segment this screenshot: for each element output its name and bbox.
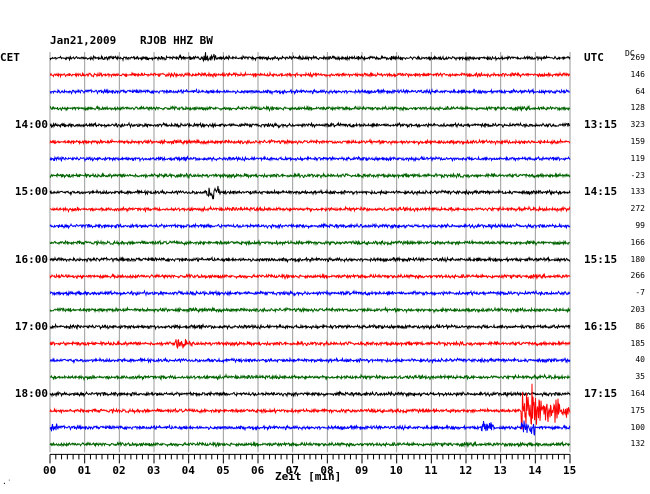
trace-row-18: [49, 356, 571, 365]
right-time-label: 16:15: [584, 319, 618, 333]
dc-offset-label: 40: [635, 355, 645, 365]
dc-offset-label: 35: [635, 372, 645, 382]
x-tick-label: 09: [355, 464, 369, 478]
trace-row-10: [49, 222, 571, 230]
dc-offset-label: 159: [630, 137, 645, 146]
trace-row-19: [49, 373, 571, 382]
left-time-label: 15:00: [14, 185, 48, 199]
dc-offset-label: -7: [635, 288, 645, 298]
trace-row-20: [49, 390, 571, 398]
x-tick-label: 03: [147, 464, 161, 478]
dc-offset-label: 132: [630, 439, 645, 449]
dc-offset-label: 164: [630, 389, 645, 398]
trace-row-23: [49, 440, 571, 449]
right-time-label: 17:15: [584, 387, 618, 400]
right-time-label: 13:15: [584, 118, 618, 132]
chart-date: Jan21,2009: [50, 34, 117, 47]
dc-offset-label: 166: [630, 237, 645, 247]
dc-offset-label: 185: [630, 338, 645, 348]
right-time-label: 14:15: [584, 185, 618, 199]
x-tick-label: 15: [563, 464, 577, 478]
trace-row-7: [49, 171, 571, 180]
dc-offset-label: 128: [630, 103, 645, 113]
trace-row-0: [49, 52, 571, 63]
left-time-label: 18:00: [14, 387, 48, 400]
dc-offset-label: 266: [630, 271, 645, 281]
dc-offset-label: 146: [630, 69, 645, 79]
trace-row-21: [49, 383, 571, 430]
x-tick-label: 10: [389, 464, 403, 478]
left-timezone-label: CET: [0, 51, 20, 64]
dc-offset-label: 64: [635, 86, 645, 96]
x-tick-label: 06: [251, 464, 265, 478]
trace-row-2: [49, 87, 571, 96]
x-axis-title: Zeit [min]: [275, 470, 342, 483]
right-time-label: 15:15: [584, 252, 618, 266]
dc-offset-label: 180: [630, 254, 645, 264]
x-tick-label: 12: [459, 464, 473, 478]
dc-offset-label: 272: [630, 204, 645, 214]
trace-row-15: [49, 305, 571, 314]
x-tick-label: 08: [320, 464, 334, 478]
chart-station: RJOB HHZ BW: [140, 34, 213, 47]
left-time-label: 14:00: [14, 118, 48, 132]
trace-row-5: [49, 137, 571, 146]
x-axis: [49, 453, 571, 464]
x-tick-label: 02: [112, 464, 126, 478]
trace-row-13: [49, 272, 571, 281]
grid-lines: [49, 52, 571, 453]
trace-row-12: [49, 255, 571, 264]
x-tick-label: 05: [216, 464, 230, 478]
x-tick-label: 04: [181, 464, 195, 478]
dc-offset-label: 269: [630, 53, 645, 62]
dc-offset-label: 100: [630, 422, 645, 432]
dc-offset-label: 86: [635, 321, 645, 331]
trace-row-11: [49, 239, 571, 247]
trace-row-16: [49, 322, 571, 331]
left-time-label: 16:00: [14, 252, 48, 266]
right-time-label: UTC: [584, 51, 604, 64]
trace-row-17: [49, 338, 571, 350]
trace-row-14: [49, 289, 571, 297]
x-tick-label: 00: [43, 464, 57, 478]
x-tick-label: 13: [493, 464, 507, 478]
seismogram-traces: [49, 52, 571, 449]
dc-offset-label: 175: [630, 405, 645, 415]
dc-offset-label: 133: [630, 187, 645, 197]
trace-row-22: [49, 420, 571, 436]
dc-offset-label: 99: [635, 221, 645, 230]
x-tick-label: 11: [424, 464, 438, 478]
trace-row-6: [49, 155, 571, 163]
x-tick-label: 01: [77, 464, 91, 478]
trace-row-8: [49, 185, 571, 200]
x-tick-label: 14: [528, 464, 542, 478]
corner-mark: ·˙: [2, 479, 12, 488]
dc-offset-label: -23: [630, 170, 645, 180]
trace-row-3: [49, 104, 571, 113]
left-time-label: 17:00: [14, 319, 48, 333]
dc-offset-label: 119: [630, 153, 645, 163]
dc-offset-label: 203: [630, 305, 645, 314]
trace-row-4: [49, 121, 571, 129]
trace-row-9: [49, 205, 571, 214]
dc-header-label: DC: [625, 49, 635, 58]
trace-row-1: [49, 70, 571, 79]
x-tick-label: 07: [285, 464, 299, 478]
dc-offset-label: 323: [630, 120, 645, 130]
